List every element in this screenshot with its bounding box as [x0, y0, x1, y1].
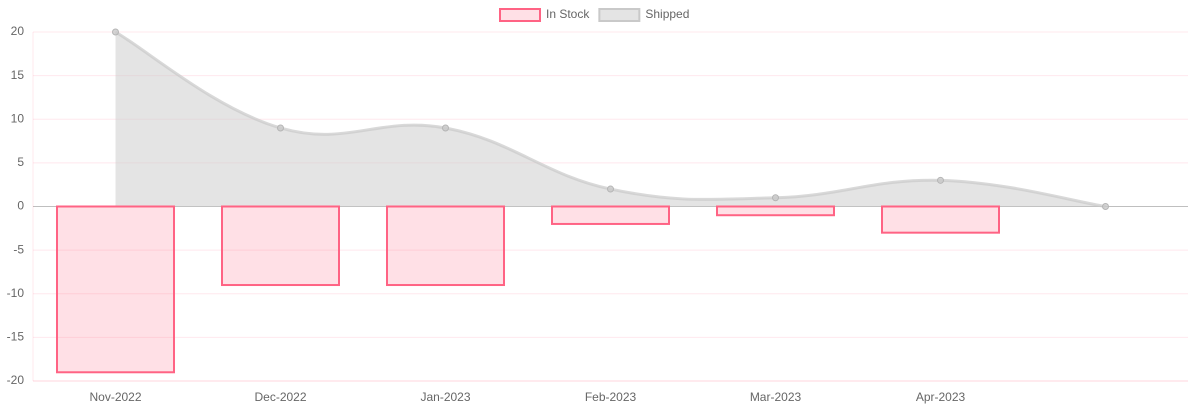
bar	[56, 205, 175, 374]
x-tick-label: Feb-2023	[585, 390, 637, 404]
y-tick-label: 10	[11, 111, 25, 125]
point	[937, 176, 944, 184]
bar	[881, 205, 1000, 234]
legend-label: Shipped	[645, 7, 689, 21]
y-tick-label: -10	[7, 286, 25, 300]
bar	[551, 205, 670, 225]
bar	[716, 205, 835, 217]
legend-swatch	[598, 8, 641, 22]
x-tick-label: Nov-2022	[89, 390, 141, 404]
y-tick-label: 20	[11, 24, 25, 38]
point	[1102, 203, 1109, 210]
y-tick-label: -20	[7, 373, 25, 387]
point	[772, 194, 779, 202]
point	[112, 28, 119, 36]
y-tick-label: -5	[13, 242, 24, 256]
y-tick-label: 5	[17, 155, 24, 169]
y-tick-label: 0	[17, 199, 24, 213]
x-tick-label: Dec-2022	[254, 390, 306, 404]
legend-label: In Stock	[546, 7, 590, 21]
x-tick-label: Apr-2023	[916, 390, 966, 404]
point	[442, 124, 449, 132]
line-area	[115, 32, 1106, 207]
y-tick-label: -15	[7, 330, 25, 344]
bar	[386, 205, 505, 287]
legend-swatch	[499, 8, 541, 22]
bar	[221, 205, 340, 287]
x-tick-label: Mar-2023	[750, 390, 802, 404]
point	[277, 124, 284, 132]
x-tick-label: Jan-2023	[420, 390, 470, 404]
y-tick-label: 15	[11, 68, 25, 82]
point	[607, 185, 614, 193]
